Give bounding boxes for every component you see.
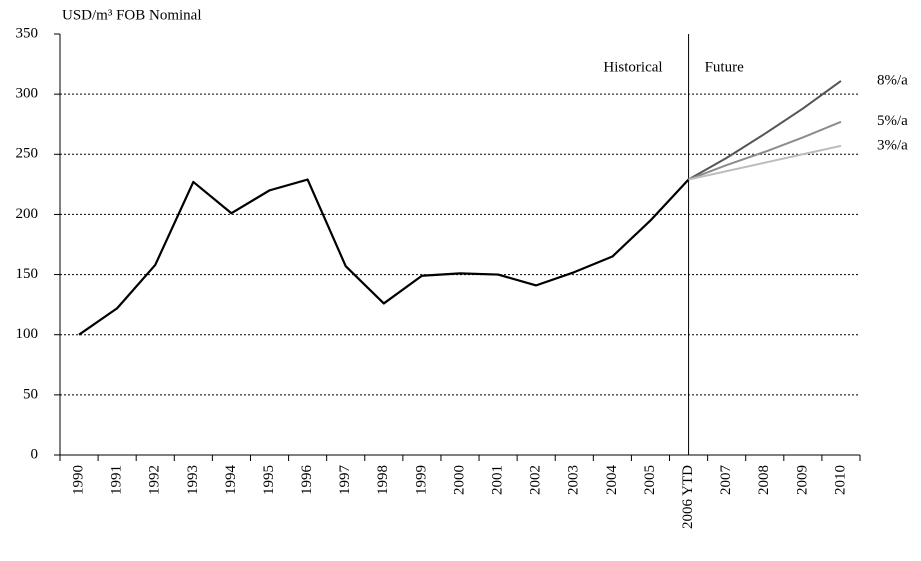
y-axis-label: USD/m³ FOB Nominal [62,7,202,23]
x-tick-label: 1993 [185,465,201,495]
line-series [78,178,690,336]
y-tick-label: 0 [31,446,39,462]
x-tick-label: 2005 [642,465,658,495]
x-tick-label: 2008 [756,465,772,495]
y-tick-label: 250 [16,146,39,162]
x-tick-label: 2009 [794,465,810,495]
x-tick-label: 2007 [718,465,734,496]
y-tick-label: 350 [16,25,39,41]
x-tick-label: 2002 [528,465,544,495]
annotation: Future [705,59,745,75]
y-tick-label: 100 [16,326,39,342]
x-tick-label: 1998 [375,465,391,495]
x-tick-label: 2004 [604,465,620,496]
series-label: 3%/a [877,137,908,153]
x-tick-label: 1995 [261,465,277,495]
x-tick-label: 1996 [299,465,315,496]
line-series [688,144,842,181]
x-tick-label: 1990 [70,465,86,495]
series-label: 8%/a [877,72,908,88]
y-tick-label: 200 [16,206,39,222]
y-tick-label: 150 [16,266,39,282]
x-tick-label: 2003 [566,465,582,495]
annotation: Historical [603,59,662,75]
x-tick-label: 1991 [109,465,125,495]
y-tick-label: 300 [16,86,39,102]
x-tick-label: 1999 [413,465,429,495]
x-tick-label: 1992 [147,465,163,495]
x-tick-label: 1997 [337,465,353,496]
series-label: 5%/a [877,113,908,129]
line-series [688,80,842,181]
line-series [688,120,842,181]
x-tick-label: 2001 [490,465,506,495]
x-tick-label: 2010 [832,465,848,495]
x-tick-label: 2000 [451,465,467,495]
x-tick-label: 2006 YTD [680,465,696,529]
y-tick-label: 50 [23,386,38,402]
x-tick-label: 1994 [223,465,239,496]
